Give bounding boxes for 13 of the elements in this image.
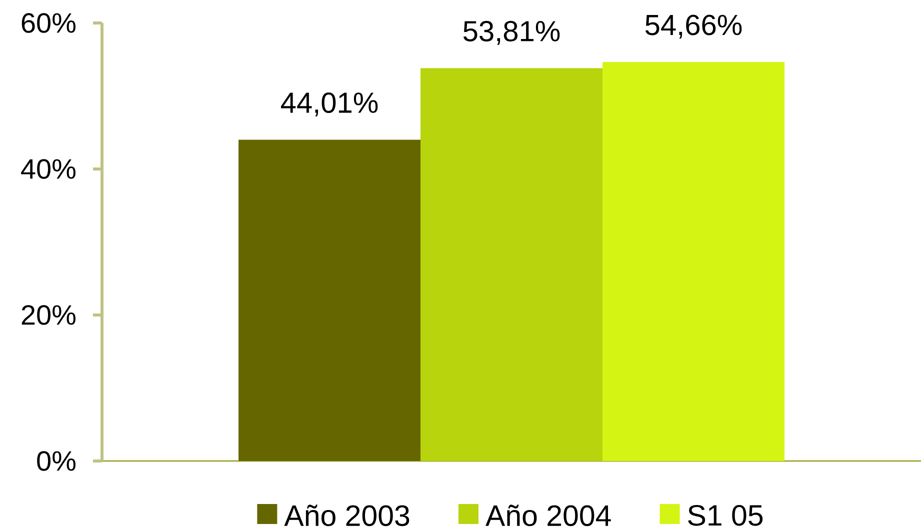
data-label: 44,01% [281,92,378,116]
legend-label: Año 2003 [284,504,410,526]
data-label: 54,66% [645,14,742,39]
bar [238,140,421,461]
bar [420,68,603,461]
bar [602,62,784,461]
legend-label: S1 05 [688,504,763,526]
data-label: 53,81% [463,20,560,45]
y-tick-label: 20% [22,305,76,325]
y-tick-label: 60% [22,13,76,33]
y-tick-label: 0% [37,451,76,471]
legend-label: Año 2004 [486,504,611,526]
y-tick-label: 40% [21,159,76,179]
